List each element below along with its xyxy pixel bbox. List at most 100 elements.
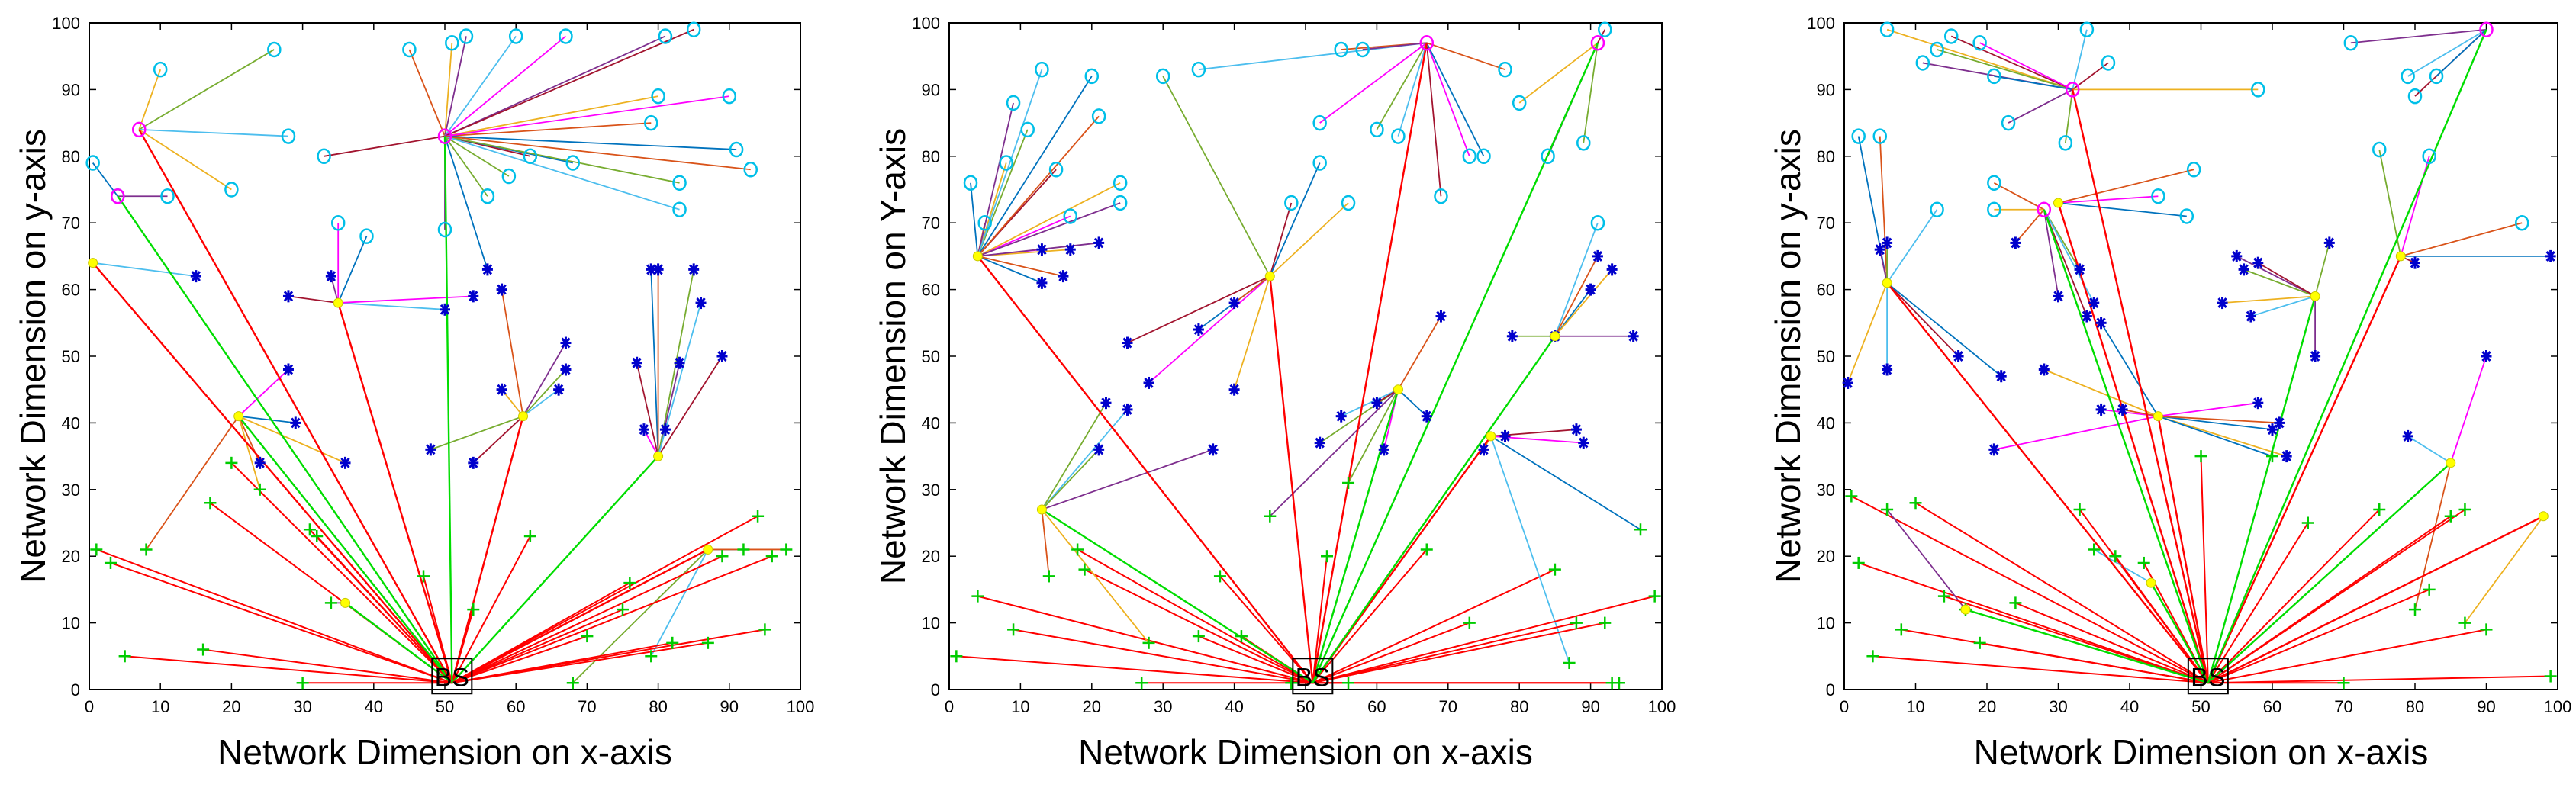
link-line (1554, 268, 1613, 337)
link-line (2043, 209, 2059, 297)
node-star-marker (2252, 397, 2264, 410)
base-station-box (2187, 658, 2229, 695)
node-plus-marker (2137, 556, 2150, 569)
link-line (1269, 202, 1349, 277)
node-plus-marker (645, 650, 658, 663)
y-tick-label: 100 (912, 14, 940, 33)
node-circle-marker (1391, 128, 1406, 144)
y-axis-title: Network Dimension on y-axis (13, 129, 53, 584)
node-star-marker (1193, 323, 1204, 336)
link-line (338, 295, 474, 304)
links-layer (1847, 28, 2551, 684)
link-line (124, 655, 452, 684)
node-plus-marker (1937, 590, 1950, 603)
link-line (2207, 588, 2430, 684)
node-plus-marker (752, 510, 765, 523)
link-line (444, 136, 488, 197)
link-line (2158, 415, 2273, 431)
link-line (2436, 29, 2487, 77)
node-star-marker (282, 363, 294, 376)
node-star-marker (688, 263, 700, 276)
y-tick-label: 20 (1817, 547, 1835, 566)
link-line (1127, 275, 1270, 344)
node-circle-marker (1370, 121, 1384, 138)
link-line (444, 35, 567, 137)
node-circle-marker (2186, 162, 2201, 178)
cluster-head-marker (653, 451, 664, 461)
x-tick-label: 80 (2406, 697, 2424, 716)
node-star-marker (2545, 249, 2556, 262)
link-line (451, 555, 773, 684)
node-star-marker (1228, 297, 1240, 310)
link-line (1269, 389, 1399, 517)
node-circle-marker (1851, 128, 1866, 144)
link-line (1886, 282, 2002, 377)
y-tick-label: 70 (922, 214, 940, 233)
link-line (1583, 43, 1599, 143)
link-line (2207, 256, 2402, 683)
node-star-marker (340, 456, 351, 469)
node-star-marker (1882, 236, 1893, 249)
node-circle-marker (1598, 21, 1612, 37)
node-plus-marker (1463, 616, 1476, 629)
node-plus-marker (204, 497, 217, 510)
node-circle-marker (743, 162, 758, 178)
node-circle-marker (1987, 201, 2001, 217)
node-star-marker (1499, 429, 1511, 442)
link-line (444, 35, 517, 137)
x-tick-label: 50 (1296, 697, 1315, 716)
x-tick-label: 40 (2120, 697, 2139, 716)
node-star-marker (496, 383, 507, 396)
node-star-marker (1335, 410, 1347, 423)
link-line (650, 269, 659, 457)
y-tick-label: 20 (62, 547, 80, 566)
node-circle-marker (1355, 41, 1370, 58)
cluster-head-marker (2153, 411, 2163, 422)
link-line (2449, 355, 2487, 464)
link-line (138, 69, 162, 130)
link-line (977, 129, 1029, 257)
link-line (230, 462, 453, 683)
y-tick-label: 90 (922, 80, 940, 99)
node-plus-marker (2109, 550, 2122, 563)
link-line (1554, 256, 1599, 337)
link-line (2207, 629, 2487, 684)
y-axis-title: Network Dimension on y-axis (1768, 129, 1808, 584)
node-plus-marker (1285, 677, 1298, 690)
link-line (1312, 42, 1599, 683)
x-tick-label: 70 (1439, 697, 1457, 716)
x-tick-label: 10 (1906, 697, 1924, 716)
link-line (138, 129, 232, 191)
node-circle-marker (1930, 41, 1944, 58)
link-line (2058, 169, 2194, 204)
link-line (1312, 622, 1605, 684)
node-circle-marker (1419, 34, 1435, 51)
node-circle-marker (459, 28, 474, 44)
node-plus-marker (1599, 616, 1612, 629)
node-star-marker (1093, 443, 1105, 456)
chart-panel-2: 0 10 20 30 40 50 60 70 80 90 100 0 10 20 30 40 50 60 70 80 9… (873, 14, 1676, 772)
link-line (2407, 436, 2452, 464)
node-circle-marker (2037, 201, 2052, 217)
node-circle-marker (402, 41, 417, 58)
node-plus-marker (566, 677, 579, 690)
link-line (1233, 275, 1271, 390)
node-star-marker (1988, 443, 2000, 456)
link-line (522, 342, 567, 417)
node-circle-marker (2079, 21, 2095, 37)
node-plus-marker (716, 550, 729, 563)
node-circle-marker (672, 201, 687, 217)
link-line (444, 28, 694, 137)
link-line (451, 609, 623, 684)
link-line (1943, 595, 2209, 684)
node-circle-marker (131, 121, 147, 138)
link-line (1041, 449, 1100, 510)
y-tick-label: 60 (1817, 281, 1835, 300)
node-circle-marker (1576, 135, 1591, 151)
node-circle-marker (1191, 61, 1206, 78)
node-circle-marker (1048, 162, 1064, 178)
link-line (1886, 509, 1966, 610)
link-line (2243, 268, 2316, 297)
y-tick-label: 40 (62, 413, 80, 432)
x-tick-label: 30 (293, 697, 311, 716)
